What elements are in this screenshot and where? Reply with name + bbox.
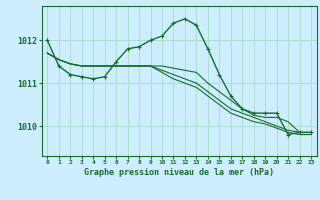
X-axis label: Graphe pression niveau de la mer (hPa): Graphe pression niveau de la mer (hPa) (84, 168, 274, 177)
